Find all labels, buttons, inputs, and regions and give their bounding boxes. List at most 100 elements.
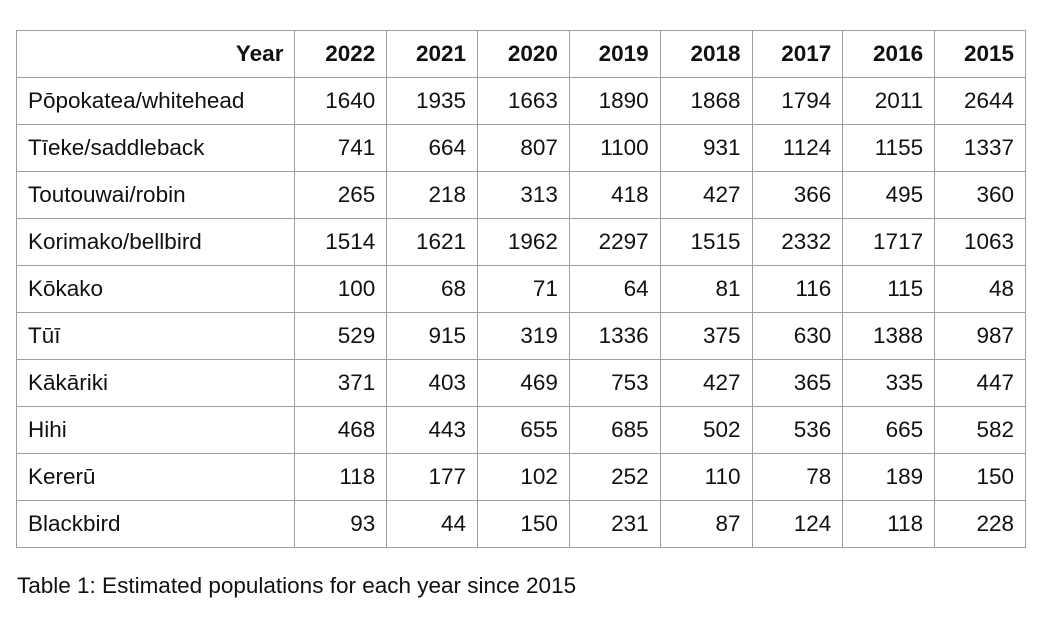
population-value: 1388 — [842, 312, 936, 360]
header-year: 2018 — [659, 30, 753, 78]
population-value: 664 — [386, 124, 479, 172]
population-value: 502 — [659, 406, 753, 454]
table-row: Tīeke/saddleback 741 664 807 1100 931 1124 1155… — [15, 124, 1026, 172]
population-value: 1962 — [477, 218, 570, 266]
population-value: 48 — [934, 265, 1026, 313]
population-value: 1621 — [386, 218, 479, 266]
population-value: 110 — [659, 453, 753, 501]
population-value: 468 — [294, 406, 388, 454]
population-value: 1124 — [751, 124, 844, 172]
population-value: 252 — [568, 453, 661, 501]
population-value: 2297 — [568, 218, 661, 266]
population-value: 2332 — [751, 218, 844, 266]
population-value: 1063 — [934, 218, 1026, 266]
population-value: 228 — [934, 500, 1026, 548]
population-value: 1337 — [934, 124, 1026, 172]
table-row: Kererū 118 177 102 252 110 78 189 150 — [15, 453, 1026, 501]
population-value: 375 — [659, 312, 753, 360]
species-name: Kererū — [15, 453, 296, 501]
population-value: 116 — [751, 265, 844, 313]
header-year: 2022 — [294, 30, 388, 78]
table-header-row: Year 2022 2021 2020 2019 2018 2017 2016 … — [15, 30, 1026, 78]
population-value: 78 — [751, 453, 844, 501]
population-value: 536 — [751, 406, 844, 454]
table-row: Korimako/bellbird 1514 1621 1962 2297 1515 233… — [15, 218, 1026, 266]
population-value: 218 — [386, 171, 479, 219]
population-value: 443 — [386, 406, 479, 454]
population-value: 319 — [477, 312, 570, 360]
population-value: 115 — [842, 265, 936, 313]
table-caption: Table 1: Estimated populations for each … — [17, 573, 577, 598]
species-name: Tūī — [15, 312, 296, 360]
population-value: 469 — [477, 359, 570, 407]
population-value: 1155 — [842, 124, 936, 172]
table-row: Hihi 468 443 655 685 502 536 665 582 — [15, 406, 1026, 454]
population-value: 124 — [751, 500, 844, 548]
population-value: 1100 — [568, 124, 661, 172]
species-name: Blackbird — [15, 500, 296, 548]
population-value: 427 — [659, 359, 753, 407]
population-value: 64 — [568, 265, 661, 313]
population-value: 915 — [386, 312, 479, 360]
population-value: 68 — [386, 265, 479, 313]
population-value: 1868 — [659, 77, 753, 125]
table-row: Blackbird 93 44 150 231 87 124 118 228 — [15, 500, 1026, 548]
population-value: 102 — [477, 453, 570, 501]
population-value: 665 — [842, 406, 936, 454]
population-value: 87 — [659, 500, 753, 548]
population-value: 447 — [934, 359, 1026, 407]
population-value: 2011 — [842, 77, 936, 125]
population-value: 427 — [659, 171, 753, 219]
population-value: 118 — [294, 453, 388, 501]
population-value: 753 — [568, 359, 661, 407]
population-value: 365 — [751, 359, 844, 407]
population-value: 529 — [294, 312, 388, 360]
population-value: 1515 — [659, 218, 753, 266]
population-value: 1663 — [477, 77, 570, 125]
population-value: 495 — [842, 171, 936, 219]
population-value: 360 — [934, 171, 1026, 219]
population-value: 366 — [751, 171, 844, 219]
population-value: 150 — [477, 500, 570, 548]
population-value: 655 — [477, 406, 570, 454]
population-value: 81 — [659, 265, 753, 313]
header-year: 2015 — [934, 30, 1026, 78]
population-value: 987 — [934, 312, 1026, 360]
population-value: 1717 — [842, 218, 936, 266]
species-name: Kōkako — [15, 265, 296, 313]
population-value: 630 — [751, 312, 844, 360]
population-value: 1890 — [568, 77, 661, 125]
population-value: 371 — [294, 359, 388, 407]
population-value: 150 — [934, 453, 1026, 501]
population-value: 807 — [477, 124, 570, 172]
species-name: Tīeke/saddleback — [15, 124, 296, 172]
table-body: Pōpokatea/whitehead 1640 1935 1663 1890 1868 1… — [15, 77, 1026, 548]
population-value: 403 — [386, 359, 479, 407]
population-value: 582 — [934, 406, 1026, 454]
population-value: 118 — [842, 500, 936, 548]
population-value: 685 — [568, 406, 661, 454]
header-year: 2019 — [568, 30, 661, 78]
population-value: 1336 — [568, 312, 661, 360]
population-value: 1794 — [751, 77, 844, 125]
table-row: Pōpokatea/whitehead 1640 1935 1663 1890 1868 1… — [15, 77, 1026, 125]
species-name: Kākāriki — [15, 359, 296, 407]
population-value: 418 — [568, 171, 661, 219]
species-name: Hihi — [15, 406, 296, 454]
population-value: 93 — [294, 500, 388, 548]
header-year: 2021 — [386, 30, 479, 78]
population-value: 2644 — [934, 77, 1026, 125]
table-row: Tūī 529 915 319 1336 375 630 1388 987 — [15, 312, 1026, 360]
species-name: Pōpokatea/whitehead — [15, 77, 296, 125]
population-value: 100 — [294, 265, 388, 313]
population-value: 44 — [386, 500, 479, 548]
population-value: 1935 — [386, 77, 479, 125]
species-name: Korimako/bellbird — [15, 218, 296, 266]
header-year: 2016 — [842, 30, 936, 78]
table-row: Kōkako 100 68 71 64 81 116 115 48 — [15, 265, 1026, 313]
population-value: 741 — [294, 124, 388, 172]
header-year: 2020 — [477, 30, 570, 78]
population-value: 1514 — [294, 218, 388, 266]
population-value: 335 — [842, 359, 936, 407]
header-year: 2017 — [751, 30, 844, 78]
